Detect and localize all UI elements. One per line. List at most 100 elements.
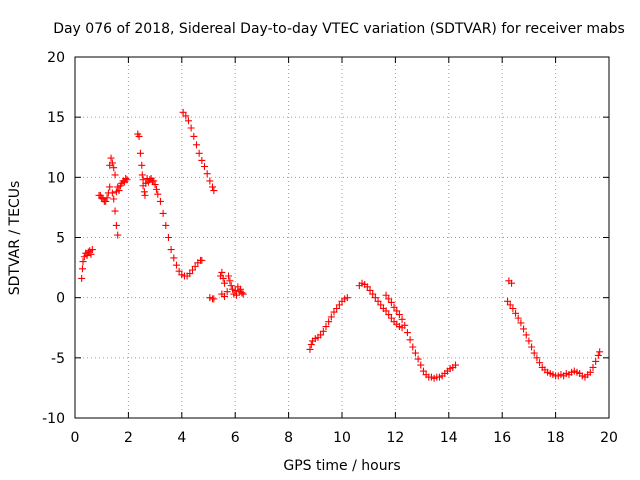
y-tick-label: 10 — [47, 170, 65, 186]
data-point-seg9 — [530, 349, 538, 357]
data-point-seg5 — [233, 291, 241, 299]
data-point-seg9 — [512, 309, 520, 317]
data-point-seg6 — [333, 304, 341, 312]
data-point-seg3 — [152, 185, 160, 193]
x-tick-label: 2 — [124, 430, 133, 446]
data-point-seg5 — [226, 277, 234, 285]
data-point-seg9 — [506, 301, 514, 309]
data-point-seg3 — [164, 234, 172, 241]
x-tick-label: 18 — [547, 430, 565, 446]
data-point-seg4 — [182, 112, 190, 120]
data-point-seg4 — [179, 108, 187, 116]
data-point-seg8 — [451, 361, 459, 369]
data-point-seg3 — [138, 171, 146, 179]
data-point-seg7 — [377, 301, 385, 309]
data-point-seg4 — [184, 117, 192, 125]
data-point-seg5 — [218, 268, 226, 276]
data-point-seg6 — [317, 331, 325, 339]
y-axis-label: SDTVAR / TECUs — [7, 181, 23, 296]
data-point-seg4 — [210, 187, 218, 195]
data-point-seg8 — [419, 367, 427, 375]
data-point-seg2 — [102, 197, 110, 205]
data-point-seg1 — [78, 265, 86, 273]
data-point-seg5 — [237, 285, 245, 293]
data-point-seg1 — [78, 274, 86, 282]
data-point-seg6 — [306, 345, 314, 353]
data-point-seg3 — [188, 266, 196, 274]
data-point-seg8 — [395, 311, 403, 319]
x-tick-label: 12 — [386, 430, 404, 446]
data-point-seg1 — [83, 252, 91, 260]
data-point-seg3 — [150, 177, 158, 185]
data-point-seg1 — [88, 246, 96, 254]
data-point-seg2 — [103, 194, 111, 202]
data-point-seg9 — [592, 357, 600, 365]
data-point-seg2 — [114, 231, 122, 239]
data-point-seg1 — [87, 250, 95, 258]
data-point-seg2 — [122, 175, 130, 183]
data-point-seg8 — [401, 321, 409, 329]
data-point-seg5 — [219, 274, 227, 282]
data-point-seg2 — [123, 176, 131, 184]
data-point-seg9 — [594, 351, 602, 359]
x-tick-label: 4 — [177, 430, 186, 446]
x-tick-label: 0 — [71, 430, 80, 446]
data-point-seg5 — [210, 295, 218, 303]
data-point-seg4 — [206, 177, 214, 185]
data-point-seg6 — [325, 318, 333, 326]
data-point-seg9 — [536, 359, 544, 367]
data-point-seg9 — [522, 331, 530, 339]
data-point-seg7 — [374, 297, 382, 305]
x-tick-label: 14 — [440, 430, 458, 446]
data-point-seg9 — [514, 314, 522, 322]
x-tick-label: 8 — [284, 430, 293, 446]
data-point-seg6 — [327, 313, 335, 321]
data-point-seg4 — [195, 149, 203, 157]
data-point-seg6 — [319, 327, 327, 335]
data-point-seg5 — [238, 289, 246, 297]
data-point-seg7 — [382, 307, 390, 315]
data-point-seg5 — [239, 290, 247, 298]
plot-frame — [74, 56, 610, 419]
data-point-seg3 — [136, 149, 144, 157]
data-point-seg2 — [110, 164, 118, 172]
data-point-seg7 — [363, 283, 371, 291]
y-tick-label: -5 — [51, 351, 65, 367]
data-point-seg4 — [200, 163, 208, 171]
y-tick-label: 0 — [56, 291, 65, 307]
data-point-seg5 — [221, 279, 229, 287]
data-point-seg8 — [414, 355, 422, 363]
data-point-seg2 — [112, 221, 120, 229]
x-tick-label: 20 — [600, 430, 618, 446]
data-point-seg6 — [330, 308, 338, 316]
data-point-seg9 — [528, 343, 536, 351]
data-point-seg6 — [307, 341, 315, 349]
data-point-seg2 — [108, 159, 116, 167]
data-point-seg8 — [409, 343, 417, 351]
data-point-seg8 — [382, 291, 390, 299]
data-point-seg3 — [167, 246, 175, 254]
data-point-seg9 — [520, 325, 528, 333]
data-point-seg9 — [596, 348, 604, 356]
data-point-seg3 — [198, 256, 206, 264]
data-point-seg8 — [411, 349, 419, 357]
data-point-seg3 — [151, 181, 159, 189]
x-tick-labels: 0 2 4 6 8 10 12 14 16 18 20 — [71, 430, 618, 446]
data-point-seg2 — [110, 195, 118, 203]
data-point-seg5 — [231, 286, 239, 294]
data-point-seg6 — [322, 323, 330, 331]
data-point-seg9 — [517, 319, 525, 327]
data-point-seg9 — [589, 363, 597, 371]
data-point-seg9 — [504, 297, 512, 305]
x-tick-label: 10 — [333, 430, 351, 446]
data-point-seg4 — [209, 183, 217, 191]
data-point-seg4 — [192, 141, 200, 149]
data-point-seg5 — [223, 288, 231, 296]
data-point-seg4 — [187, 124, 195, 132]
data-point-seg3 — [159, 209, 167, 217]
data-point-seg4 — [198, 156, 206, 164]
data-point-seg2 — [106, 183, 114, 191]
data-point-seg3 — [186, 270, 194, 278]
data-point-seg3 — [175, 267, 183, 275]
data-point-seg2 — [107, 154, 115, 162]
